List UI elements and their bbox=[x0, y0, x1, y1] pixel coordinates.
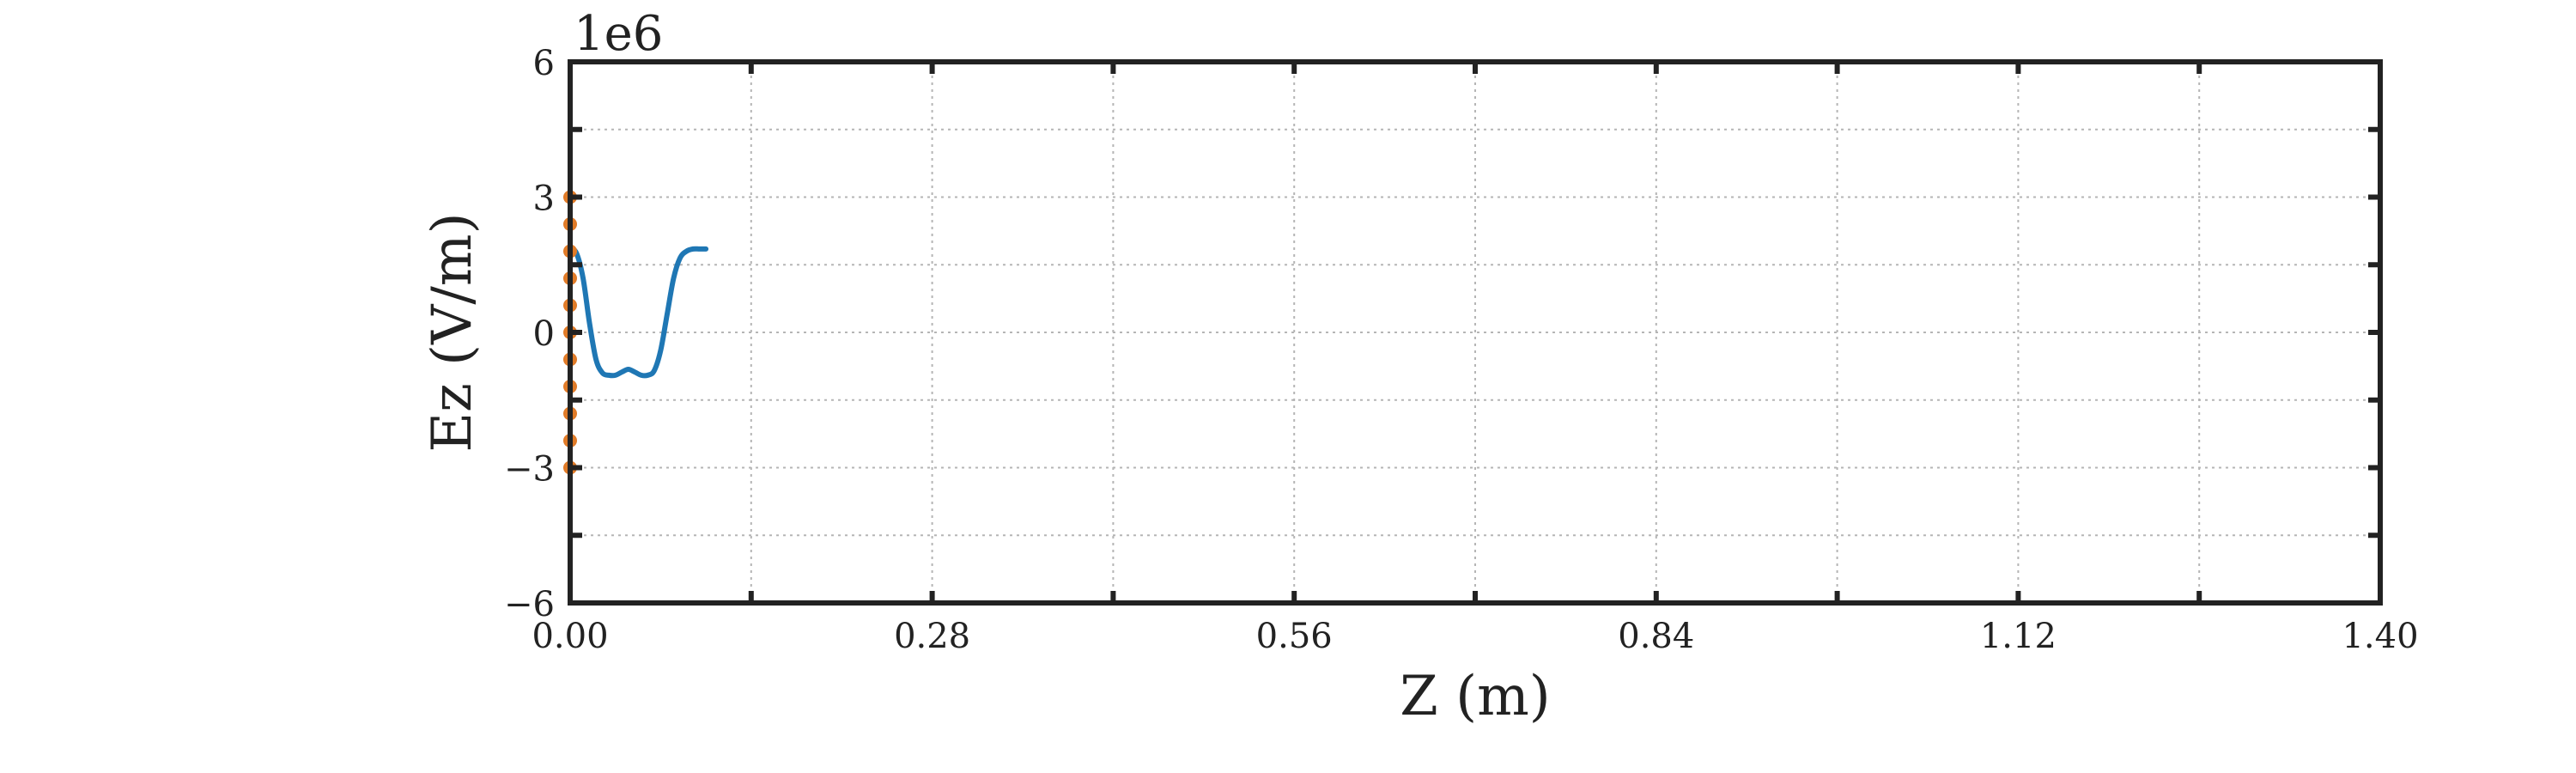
x-tick-label: 1.12 bbox=[1980, 617, 2057, 656]
series-line bbox=[568, 244, 709, 379]
ticks bbox=[568, 59, 2383, 606]
y-offset-label: 1e6 bbox=[574, 6, 663, 62]
x-tick-label: 0.56 bbox=[1256, 617, 1333, 656]
y-tick-label: 6 bbox=[533, 44, 555, 83]
y-tick-label: 0 bbox=[533, 314, 555, 354]
x-tick-label: 0.28 bbox=[894, 617, 970, 656]
x-tick-label: 0.84 bbox=[1618, 617, 1694, 656]
x-tick-label: 1.40 bbox=[2342, 617, 2418, 656]
y-axis-title: Ez (V/m) bbox=[421, 212, 484, 452]
y-tick-label: −3 bbox=[504, 450, 555, 490]
x-axis-title: Z (m) bbox=[1400, 665, 1550, 728]
y-tick-label: −6 bbox=[504, 585, 555, 624]
y-tick-label: 3 bbox=[533, 180, 555, 219]
tick-labels: 0.00 0.28 0.56 0.84 1.12 1.40 −6 −3 0 3 6 bbox=[504, 44, 2419, 656]
grid bbox=[570, 62, 2380, 603]
x-tick-label: 0.00 bbox=[532, 617, 608, 656]
